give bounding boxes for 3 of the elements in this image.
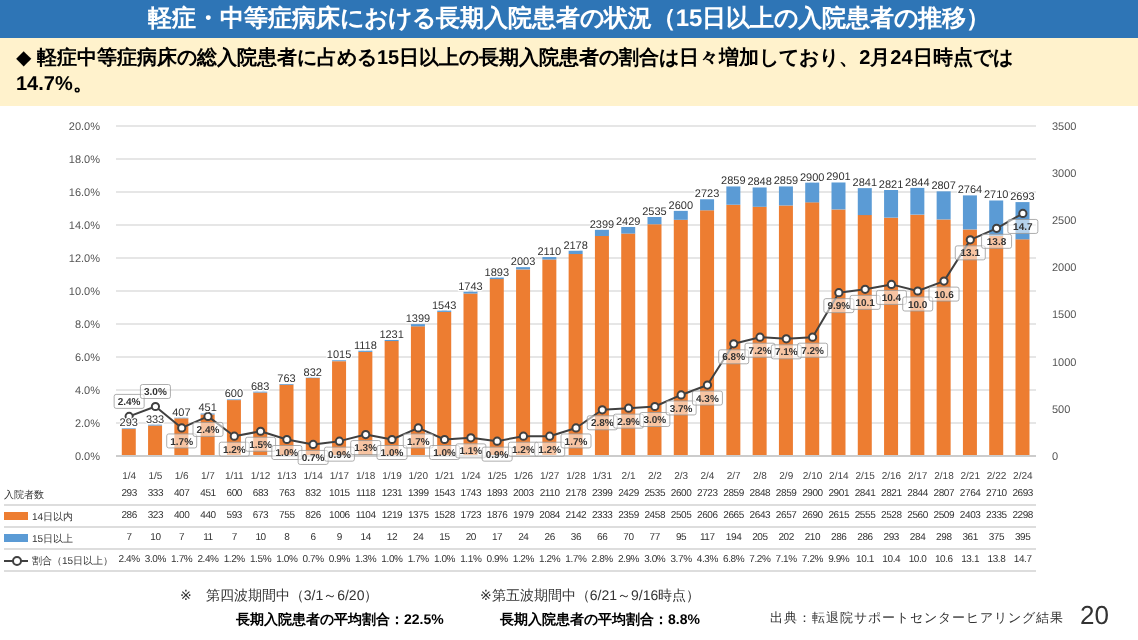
chart-title: 軽症・中等症病床における長期入院患者の状況（15日以上の入院患者の推移）: [0, 0, 1138, 38]
chart-subtitle: ◆ 軽症中等症病床の総入院患者に占める15日以上の長期入院患者の割合は日々増加しており、2月24日時点では14.7%。: [16, 46, 1015, 98]
text: 20: [1080, 600, 1109, 630]
